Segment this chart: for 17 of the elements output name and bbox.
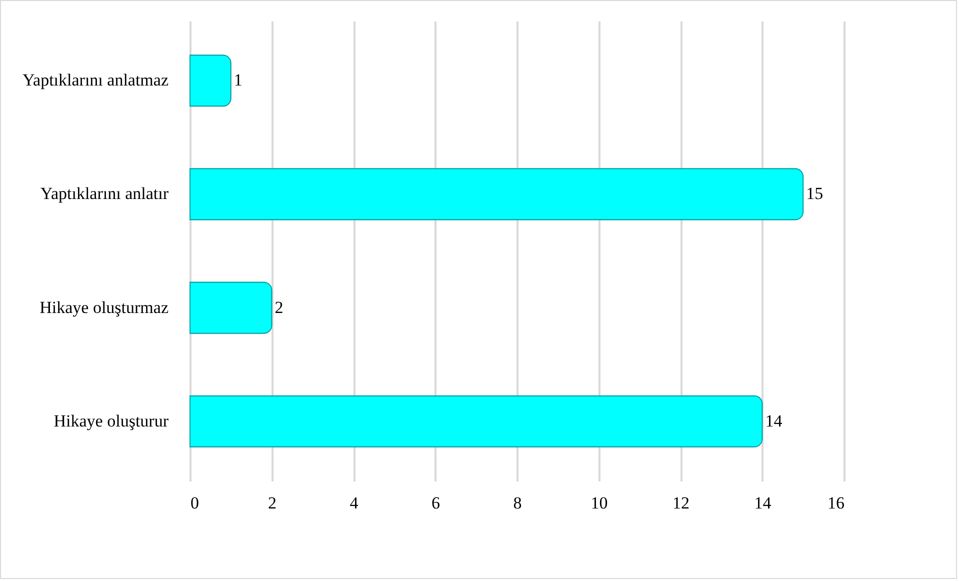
data-label: 15 — [806, 184, 824, 204]
x-tick-label: 8 — [513, 494, 522, 512]
x-tick-label: 4 — [350, 494, 359, 512]
y-tick-label: Yaptıklarını anlatır — [40, 184, 169, 204]
y-tick-label: Hikaye oluşturmaz — [40, 298, 169, 317]
x-tick-label: 16 — [828, 494, 844, 512]
x-tick-label: 14 — [754, 494, 772, 512]
x-tick-label: 12 — [672, 494, 690, 512]
x-tick-label: 2 — [268, 494, 276, 512]
x-tick-label: 0 — [190, 494, 199, 512]
data-label: 1 — [234, 70, 242, 90]
y-tick-label: Hikaye oluşturur — [54, 411, 169, 430]
data-label: 2 — [274, 298, 284, 317]
y-tick-label: Yaptıklarını anlatmaz — [22, 70, 169, 90]
data-label: 14 — [765, 411, 783, 430]
x-tick-label: 10 — [590, 494, 608, 512]
x-tick-label: 6 — [432, 494, 440, 512]
